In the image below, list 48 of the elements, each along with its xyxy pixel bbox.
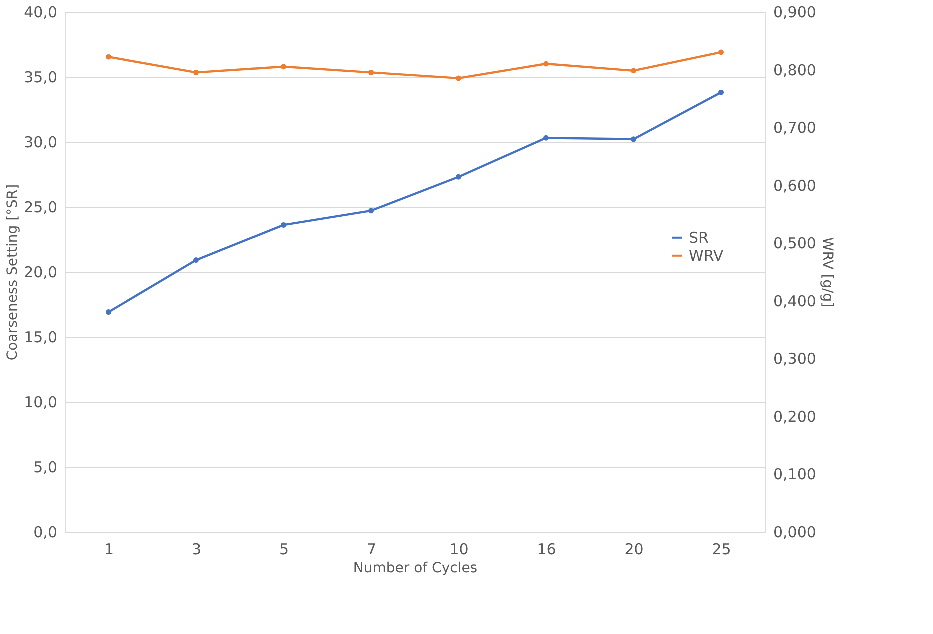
y-tick-label: 30,0: [24, 134, 58, 152]
y2-tick-label: 0,700: [774, 119, 816, 138]
point: [718, 50, 724, 56]
y-tick-label: 0,0: [34, 524, 58, 542]
point: [718, 90, 724, 96]
y-tick-label: 35,0: [24, 68, 58, 86]
y2-tick-label: 0,800: [774, 61, 816, 80]
x-axis-title: Number of Cycles: [353, 560, 478, 576]
x-tick-label: 3: [192, 540, 202, 558]
y-tick-label: 40,0: [24, 4, 58, 22]
point: [456, 174, 462, 180]
point: [456, 76, 462, 82]
point: [281, 222, 286, 228]
x-tick-label: 5: [279, 540, 290, 558]
point: [106, 54, 112, 60]
x-tick-label: 10: [450, 540, 469, 558]
y-tick-label: 15,0: [24, 328, 58, 346]
y2-tick-label: 0,600: [774, 176, 816, 195]
point: [544, 61, 549, 67]
y2-tick-label: 0,500: [774, 234, 816, 253]
x-tick-label: 20: [624, 540, 644, 558]
y-tick-label: 10,0: [24, 394, 58, 412]
x-tick-label: 16: [537, 540, 556, 558]
legend-label: WRV: [689, 246, 724, 265]
y2-tick-label: 0,000: [774, 524, 816, 542]
x-tick-label: 1: [104, 540, 114, 558]
point: [194, 258, 199, 264]
point: [368, 70, 374, 76]
x-tick-label: 25: [712, 540, 732, 558]
point: [281, 64, 286, 70]
point: [106, 310, 112, 316]
point: [544, 135, 549, 141]
y2-tick-label: 0,300: [774, 350, 816, 368]
point: [631, 68, 636, 74]
y2-tick-label: 0,200: [774, 408, 816, 426]
y2-tick-label: 0,100: [774, 466, 816, 484]
y2-tick-label: 0,400: [774, 292, 816, 310]
y2-tick-label: 0,900: [774, 4, 816, 22]
x-tick-label: 7: [366, 540, 377, 558]
point: [194, 70, 199, 76]
point: [368, 208, 374, 214]
y-tick-label: 5,0: [34, 458, 58, 476]
y-tick-label: 20,0: [24, 264, 58, 282]
point: [631, 136, 636, 142]
y2-axis-title: WRV [g/g]: [819, 237, 836, 308]
legend-label: SR: [689, 228, 709, 247]
y-tick-label: 25,0: [24, 198, 58, 216]
y-axis-title: Coarseness Setting [°SR]: [5, 184, 22, 361]
